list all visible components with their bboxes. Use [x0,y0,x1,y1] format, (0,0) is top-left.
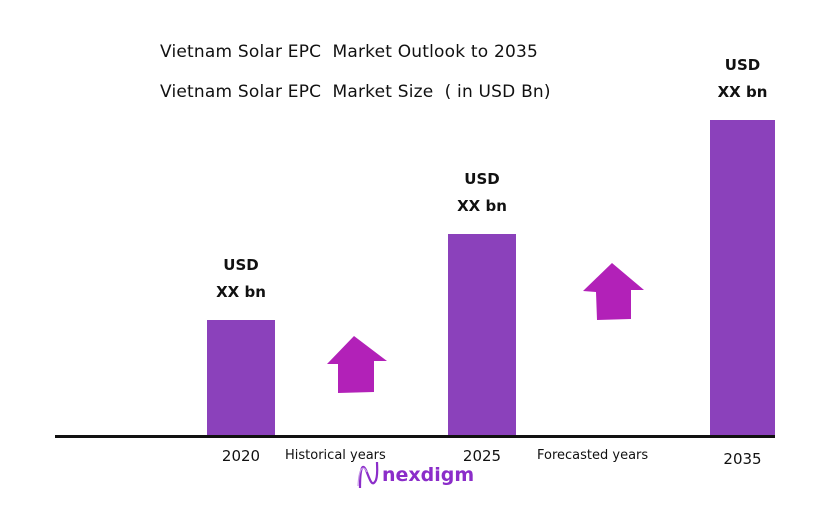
bar-2020 [207,319,275,437]
data-label-2035: XX bn [717,83,768,101]
chart-title: Vietnam Solar EPC Market Outlook to 2035 [160,42,539,62]
x-tick-label: 2035 [723,450,762,468]
chart-subtitle: Vietnam Solar EPC Market Size ( in USD B… [160,82,551,102]
data-label-2020: XX bn [216,282,266,301]
bar-2025 [448,234,516,437]
data-label-2020: USD [223,255,259,274]
nexdigm-logo: nexdigm [356,460,474,490]
growth-arrow-icon [583,263,644,320]
data-label-2025: XX bn [457,197,507,216]
x-axis-line [55,435,775,438]
annotation-forecasted: Forecasted years [537,448,649,463]
x-tick-label: 2020 [221,447,261,465]
data-label-2035: USD [724,56,761,74]
annotation-historical: Historical years [285,448,386,463]
logo-text: nexdigm [382,464,475,486]
bar-2035 [710,120,775,437]
growth-arrow-icon [327,336,387,393]
nexdigm-logo-icon [357,461,379,489]
data-label-2025: USD [464,170,500,189]
x-tick-label: 2025 [462,447,502,465]
